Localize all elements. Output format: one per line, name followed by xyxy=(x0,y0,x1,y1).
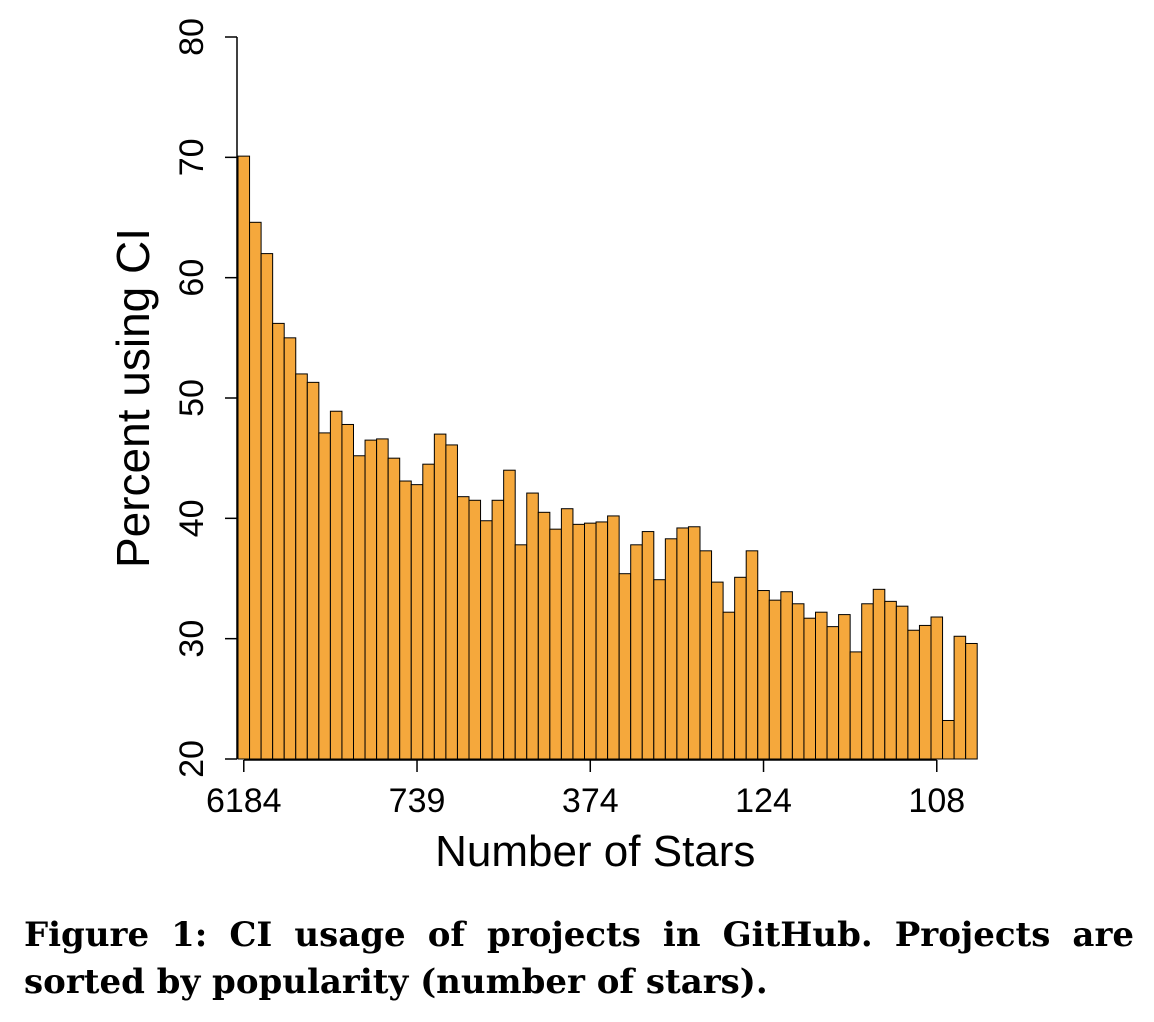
y-axis-label: Percent using CI xyxy=(107,228,159,568)
bar-24 xyxy=(503,469,516,760)
bar-19 xyxy=(445,444,458,760)
bar-7 xyxy=(306,381,320,760)
bar-2 xyxy=(249,221,262,760)
bar-32 xyxy=(595,521,609,760)
bar-50 xyxy=(803,617,817,760)
bar-8 xyxy=(318,432,331,760)
bar-33 xyxy=(607,515,620,760)
bar-56 xyxy=(872,588,886,760)
y-tick-label-50: 50 xyxy=(173,379,211,417)
bar-51 xyxy=(815,611,828,760)
bar-3 xyxy=(260,253,274,760)
bar-9 xyxy=(329,410,343,760)
bar-10 xyxy=(341,423,355,760)
bar-46 xyxy=(757,590,770,760)
bar-43 xyxy=(722,611,736,760)
bar-41 xyxy=(699,550,713,760)
bar-14 xyxy=(387,457,401,760)
x-axis-label: Number of Stars xyxy=(435,827,755,876)
bar-34 xyxy=(618,573,632,760)
bar-12 xyxy=(364,439,378,760)
y-tick-label-80: 80 xyxy=(173,18,211,56)
bar-37 xyxy=(653,579,666,760)
bar-29 xyxy=(560,508,574,760)
y-axis: 20 30 40 50 60 70 80 xyxy=(173,18,237,778)
bar-36 xyxy=(641,531,655,760)
bar-27 xyxy=(537,511,551,760)
bar-6 xyxy=(295,373,308,760)
bar-5 xyxy=(283,337,297,760)
x-tick-label-108: 108 xyxy=(908,782,965,820)
bar-54 xyxy=(849,651,863,760)
bar-57 xyxy=(884,600,897,760)
x-tick-label-739: 739 xyxy=(389,782,446,820)
bar-23 xyxy=(491,499,505,760)
bar-11 xyxy=(353,455,366,760)
bar-28 xyxy=(549,528,562,760)
bar-40 xyxy=(687,526,701,760)
bar-1 xyxy=(237,155,251,760)
y-tick-label-40: 40 xyxy=(173,499,211,537)
bar-53 xyxy=(838,614,851,760)
bar-17 xyxy=(422,463,435,760)
x-axis: 6184 739 374 124 108 xyxy=(206,760,965,820)
bar-20 xyxy=(456,496,470,760)
chart: 20 30 40 50 60 70 80 6184 739 374 124 108 Percent … xyxy=(107,18,978,876)
bar-64 xyxy=(965,642,978,760)
bar-49 xyxy=(791,603,805,760)
bar-52 xyxy=(826,626,840,760)
bar-60 xyxy=(918,624,932,760)
x-tick-label-6184: 6184 xyxy=(206,782,282,820)
x-tick-label-374: 374 xyxy=(562,782,619,820)
bar-55 xyxy=(861,603,874,760)
bar-26 xyxy=(526,492,539,760)
y-tick-label-70: 70 xyxy=(173,138,211,176)
y-tick-label-30: 30 xyxy=(173,620,211,658)
bar-45 xyxy=(745,550,759,760)
bar-59 xyxy=(907,629,920,760)
bar-35 xyxy=(630,544,643,760)
bar-63 xyxy=(953,635,967,760)
bar-31 xyxy=(584,522,597,760)
x-tick-label-124: 124 xyxy=(735,782,792,820)
bar-38 xyxy=(664,538,678,760)
bar-4 xyxy=(272,322,285,760)
bar-61 xyxy=(930,616,944,760)
bar-21 xyxy=(468,499,482,760)
bar-22 xyxy=(480,520,493,760)
y-tick-label-20: 20 xyxy=(173,740,211,778)
bar-13 xyxy=(376,438,389,760)
bars-group xyxy=(237,155,978,760)
bar-15 xyxy=(399,480,412,760)
figure-caption: Figure 1: CI usage of projects in GitHub… xyxy=(24,915,1134,1002)
bar-62 xyxy=(942,719,955,760)
bar-44 xyxy=(734,576,747,760)
bar-25 xyxy=(514,544,528,760)
bar-30 xyxy=(572,523,586,760)
bar-47 xyxy=(768,599,782,760)
bar-16 xyxy=(410,484,424,760)
bar-18 xyxy=(433,433,447,760)
bar-42 xyxy=(711,581,724,760)
y-tick-label-60: 60 xyxy=(173,259,211,297)
bar-58 xyxy=(895,605,909,760)
bar-48 xyxy=(780,591,793,760)
bar-39 xyxy=(676,527,689,760)
